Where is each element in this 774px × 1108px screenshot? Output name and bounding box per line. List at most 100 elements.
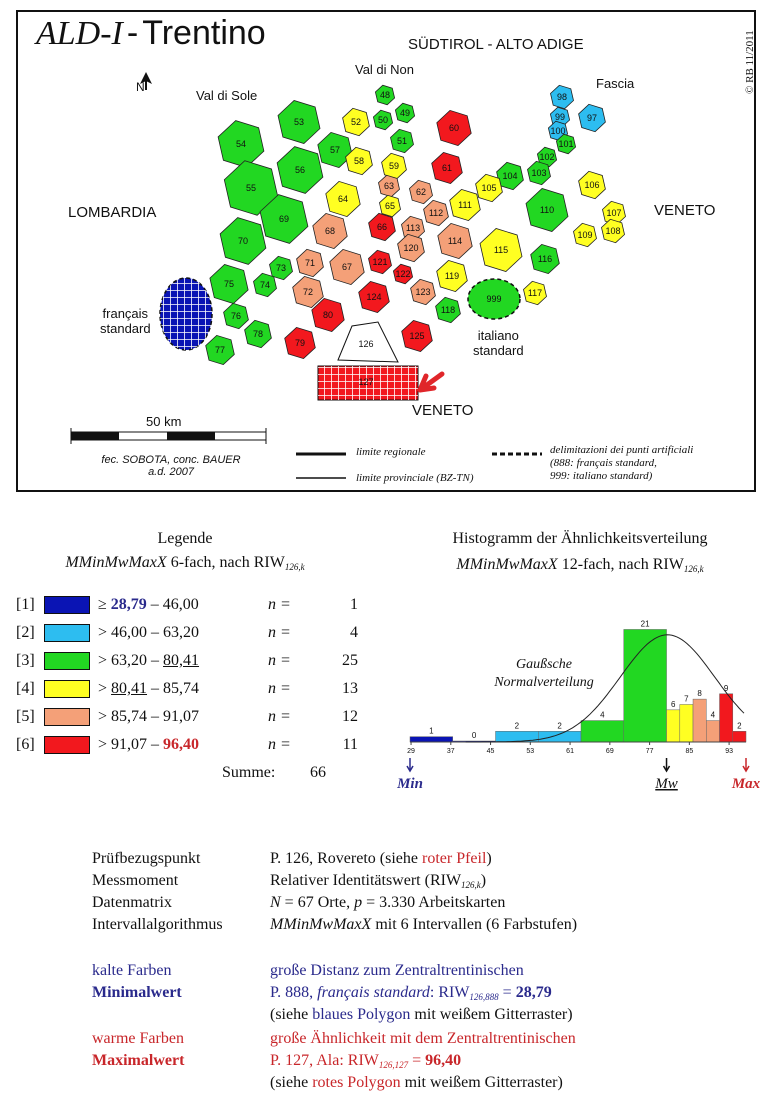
title-separator: - [126, 14, 139, 52]
legend-index: [6] [16, 736, 35, 753]
svg-text:76: 76 [231, 311, 241, 321]
svg-text:103: 103 [531, 168, 546, 178]
cold-text: große Distanz zum Zentraltrentinischen [270, 962, 524, 979]
svg-text:55: 55 [246, 183, 256, 193]
map-point-98: 98 [550, 84, 574, 110]
map-point-48: 48 [374, 84, 396, 106]
svg-text:69: 69 [279, 214, 289, 224]
min-value: 28,79 [515, 984, 552, 1001]
legend-row: [4] > 80,41 – 85,74 n = 13 [16, 678, 358, 700]
map-point-110: 110 [525, 188, 569, 232]
svg-text:60: 60 [449, 123, 459, 133]
range-c: – 85,74 [147, 680, 200, 697]
legend-subtitle-main: MMinMwMaxX [65, 554, 167, 571]
histogram-bar-label: 6 [671, 700, 676, 709]
valley-fascia-label: Fascia [596, 76, 635, 91]
histogram-bar-label: 1 [429, 727, 434, 736]
svg-text:49: 49 [400, 108, 410, 118]
svg-text:50: 50 [378, 115, 388, 125]
info-v1: Relativer Identitätswert (RIW [270, 872, 462, 889]
credits: fec. SOBOTA, conc. BAUER a.d. 2007 [86, 454, 256, 478]
legend-n-value: 25 [342, 652, 358, 669]
legend-index: [3] [16, 652, 35, 669]
info-row-max-note: (siehe rotes Polygon mit weißem Gitterra… [92, 1074, 563, 1096]
map-point-121: 121 [368, 249, 392, 275]
svg-text:72: 72 [303, 287, 313, 297]
map-point-120: 120 [397, 233, 425, 263]
scale-label: 50 km [146, 414, 182, 429]
svg-text:115: 115 [494, 245, 508, 255]
svg-text:122: 122 [395, 269, 410, 279]
svg-text:51: 51 [397, 136, 407, 146]
svg-text:53: 53 [294, 117, 304, 127]
min-c: : RIW [429, 984, 470, 1001]
min-d: = [498, 984, 516, 1001]
north-arrow-icon [140, 72, 152, 90]
legend-swatch [44, 596, 90, 614]
range-c: – 46,00 [146, 596, 199, 613]
warm-text: große Ähnlichkeit mit dem Zentraltrentin… [270, 1030, 576, 1047]
range-b: 80,41 [111, 680, 148, 697]
svg-text:116: 116 [538, 254, 552, 264]
max-d: = [408, 1052, 426, 1069]
range-a: > [98, 680, 112, 697]
map-point-127: 127 [317, 365, 419, 401]
map-point-68: 68 [312, 212, 348, 250]
map-point-66: 66 [368, 212, 396, 242]
svg-text:106: 106 [584, 180, 599, 190]
region-label-veneto-south: VENETO [412, 402, 474, 419]
svg-text:67: 67 [342, 262, 352, 272]
mw-arrow-icon [662, 758, 671, 773]
map-point-78: 78 [244, 319, 272, 349]
info-row-pruefbezug: Prüfbezugspunkt P. 126, Rovereto (siehe … [92, 850, 492, 872]
map-point-71: 71 [296, 248, 324, 278]
scale-bar [70, 428, 267, 444]
svg-text:58: 58 [354, 156, 364, 166]
info-value: N = 67 Orte, p = 3.330 Arbeitskarten [270, 894, 505, 916]
map-point-102: 102 [536, 146, 558, 168]
svg-text:112: 112 [429, 208, 443, 218]
north-label: N [136, 80, 145, 94]
svg-text:99: 99 [555, 112, 565, 122]
legend-n-label: n = [268, 652, 291, 669]
svg-text:118: 118 [441, 305, 455, 315]
svg-text:68: 68 [325, 226, 335, 236]
legend-n-value: 13 [342, 680, 358, 697]
histogram-tick-label: 29 [407, 748, 415, 755]
map-point-125: 125 [401, 319, 433, 353]
map-point-54: 54 [217, 120, 265, 168]
region-label-veneto-east: VENETO [654, 202, 716, 219]
info-key: Messmoment [92, 872, 179, 889]
histogram-bar-label: 2 [557, 721, 562, 730]
min-text: P. 888, français standard: RIW126,888 = … [270, 984, 552, 1006]
map-point-77: 77 [205, 334, 235, 366]
svg-text:124: 124 [366, 292, 381, 302]
histogram-bar [666, 709, 681, 743]
map-point-888 [159, 277, 213, 351]
svg-text:62: 62 [416, 187, 426, 197]
title-text: Trentino [142, 14, 266, 52]
legend-n-value: 4 [350, 624, 358, 641]
map-point-51: 51 [390, 128, 414, 154]
info-v2: mit 6 Intervallen (6 Farbstufen) [371, 916, 578, 933]
min-note: (siehe blaues Polygon mit weißem Gitterr… [270, 1006, 573, 1028]
histogram-tick-label: 37 [447, 748, 455, 755]
histogram-bar-label: 0 [472, 731, 477, 740]
min-a: P. 888, [270, 984, 318, 1001]
min-note-c: mit weißem Gitterraster) [410, 1006, 573, 1023]
map-point-52: 52 [342, 107, 370, 137]
svg-text:59: 59 [389, 161, 399, 171]
map-point-999: 999 [467, 278, 521, 320]
map-point-59: 59 [381, 152, 407, 180]
legend-row: [5] > 85,74 – 91,07 n = 12 [16, 706, 358, 728]
map-point-65: 65 [379, 194, 401, 218]
map-point-112: 112 [423, 199, 449, 227]
map-point-49: 49 [394, 102, 416, 124]
min-arrow-icon [406, 758, 414, 773]
gauss-curve [465, 634, 745, 743]
svg-text:104: 104 [502, 171, 517, 181]
histogram-bar-label: 21 [641, 619, 650, 628]
histogram-bar [706, 720, 720, 743]
map-point-74: 74 [253, 272, 277, 298]
info-row-min-note: (siehe blaues Polygon mit weißem Gitterr… [92, 1006, 573, 1028]
